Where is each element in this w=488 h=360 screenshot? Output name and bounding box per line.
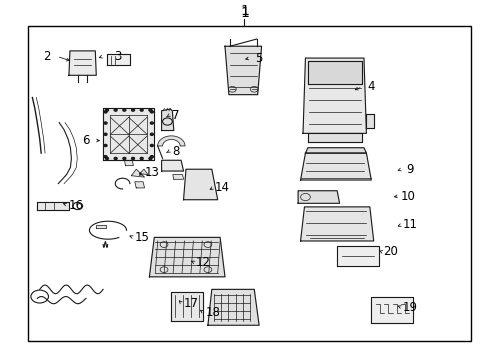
Text: 6: 6 xyxy=(82,134,90,147)
Polygon shape xyxy=(158,136,184,146)
Text: 16: 16 xyxy=(69,199,83,212)
Circle shape xyxy=(104,156,107,158)
Circle shape xyxy=(140,157,143,159)
Text: 9: 9 xyxy=(406,163,413,176)
Polygon shape xyxy=(135,182,144,188)
Polygon shape xyxy=(307,61,361,85)
Polygon shape xyxy=(172,175,183,179)
Circle shape xyxy=(105,157,108,159)
Circle shape xyxy=(104,111,107,113)
Text: 12: 12 xyxy=(195,256,210,269)
Text: 11: 11 xyxy=(402,218,417,231)
Text: 7: 7 xyxy=(172,109,180,122)
Bar xyxy=(27,26,470,341)
Polygon shape xyxy=(300,207,373,241)
Polygon shape xyxy=(224,46,261,95)
Circle shape xyxy=(150,122,153,124)
Polygon shape xyxy=(183,169,217,200)
Polygon shape xyxy=(161,109,173,131)
Circle shape xyxy=(131,157,134,159)
Circle shape xyxy=(122,109,125,111)
Polygon shape xyxy=(103,108,154,160)
Text: 10: 10 xyxy=(400,190,414,203)
Text: 1: 1 xyxy=(240,4,248,18)
Polygon shape xyxy=(37,202,69,211)
Text: 14: 14 xyxy=(215,181,229,194)
Text: 1: 1 xyxy=(240,6,248,20)
Polygon shape xyxy=(336,246,378,266)
Polygon shape xyxy=(124,160,133,166)
Text: 8: 8 xyxy=(172,145,180,158)
Polygon shape xyxy=(149,237,224,277)
Polygon shape xyxy=(69,51,96,75)
Circle shape xyxy=(114,157,117,159)
Circle shape xyxy=(149,109,152,111)
Circle shape xyxy=(149,157,152,159)
Polygon shape xyxy=(307,134,361,142)
Polygon shape xyxy=(300,153,370,180)
Circle shape xyxy=(131,109,134,111)
Text: 15: 15 xyxy=(134,231,149,244)
Polygon shape xyxy=(107,54,130,65)
Polygon shape xyxy=(161,160,183,171)
Text: 19: 19 xyxy=(402,301,417,314)
Polygon shape xyxy=(96,225,105,228)
Text: 20: 20 xyxy=(383,245,397,258)
Polygon shape xyxy=(298,191,339,203)
Polygon shape xyxy=(207,289,259,325)
Circle shape xyxy=(104,144,107,147)
Text: 5: 5 xyxy=(255,51,262,64)
Circle shape xyxy=(150,156,153,158)
Circle shape xyxy=(150,144,153,147)
Circle shape xyxy=(122,157,125,159)
Circle shape xyxy=(105,109,108,111)
Circle shape xyxy=(150,111,153,113)
Circle shape xyxy=(104,133,107,135)
Polygon shape xyxy=(370,297,412,323)
Polygon shape xyxy=(305,148,366,153)
Circle shape xyxy=(150,133,153,135)
Polygon shape xyxy=(140,169,148,175)
Polygon shape xyxy=(131,169,144,177)
Circle shape xyxy=(104,122,107,124)
Text: 18: 18 xyxy=(205,306,220,319)
Text: 3: 3 xyxy=(114,50,121,63)
Circle shape xyxy=(114,109,117,111)
Polygon shape xyxy=(366,114,373,128)
Polygon shape xyxy=(303,58,366,134)
Text: 4: 4 xyxy=(367,80,374,93)
Polygon shape xyxy=(171,292,203,320)
Text: 13: 13 xyxy=(144,166,159,179)
Circle shape xyxy=(140,109,143,111)
Text: 2: 2 xyxy=(43,50,51,63)
Text: 17: 17 xyxy=(183,297,198,310)
